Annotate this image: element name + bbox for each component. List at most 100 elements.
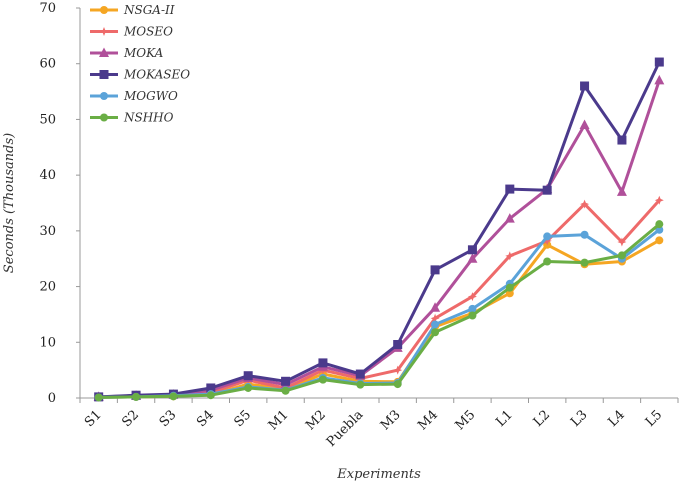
y-tick-label-60: 60 [39, 57, 56, 72]
x-tick-label-m4: M4 [415, 407, 441, 433]
point-moseo-m5 [467, 292, 477, 302]
legend-label-moka: MOKA [123, 46, 164, 60]
point-mokaseo-m3 [393, 340, 403, 350]
point-mogwo-m4 [431, 320, 440, 329]
x-tick-label-m3: M3 [378, 407, 404, 433]
x-tick-label-puebla: Puebla [324, 407, 367, 450]
point-nshho-m3 [393, 380, 402, 389]
x-tick-label-s2: S2 [119, 407, 142, 430]
point-nshho-l4 [617, 251, 626, 260]
point-nshho-m5 [468, 311, 477, 320]
point-moka-m4 [430, 302, 441, 312]
legend-item-nshho: NSHHO [90, 111, 174, 125]
point-moseo-l4 [617, 237, 627, 247]
point-mokaseo-l2 [542, 185, 552, 195]
series-moseo [94, 195, 664, 402]
legend-swatch-marker-nshho [100, 113, 108, 122]
y-tick-label-0: 0 [48, 391, 56, 406]
legend-label-mokaseo: MOKASEO [123, 68, 190, 82]
x-tick-label-s1: S1 [82, 407, 105, 430]
point-mokaseo-l4 [617, 135, 627, 145]
point-moseo-l5 [654, 195, 664, 205]
y-tick-label-10: 10 [39, 335, 56, 350]
series-layer [93, 57, 665, 402]
point-nshho-l3 [580, 258, 589, 267]
point-moseo-l3 [580, 199, 590, 209]
point-mokaseo-l3 [580, 81, 590, 91]
point-mokaseo-s4 [206, 383, 216, 393]
legend-item-mokaseo: MOKASEO [90, 68, 190, 82]
point-mokaseo-m5 [467, 245, 477, 255]
point-moka-l4 [616, 186, 627, 196]
series-line-moka [98, 79, 661, 399]
legend-label-nsga-ii: NSGA-II [123, 3, 175, 17]
point-moka-l3 [579, 119, 590, 129]
point-mogwo-l2 [543, 232, 552, 241]
point-moseo-m3 [393, 365, 403, 375]
point-moseo-l2 [542, 236, 552, 246]
legend-label-mogwo: MOGWO [123, 89, 178, 103]
x-tick-label-m5: M5 [453, 407, 479, 433]
point-nshho-s5 [244, 383, 253, 392]
point-mokaseo-puebla [355, 369, 365, 379]
legend-item-moka: MOKA [90, 46, 164, 60]
series-line-mokaseo [98, 61, 661, 399]
legend-item-mogwo: MOGWO [90, 89, 178, 103]
point-nshho-m4 [431, 328, 440, 337]
x-tick-label-l1: L1 [493, 407, 516, 430]
x-tick-label-l2: L2 [531, 407, 554, 430]
point-moseo-m4 [430, 313, 440, 323]
point-mogwo-l3 [580, 230, 589, 239]
series-mokaseo [94, 57, 664, 402]
point-mokaseo-l5 [654, 57, 664, 67]
point-moka-l5 [654, 74, 665, 85]
x-tick-label-s4: S4 [194, 407, 217, 430]
legend-label-moseo: MOSEO [123, 25, 173, 39]
point-nshho-s3 [169, 392, 178, 401]
point-nshho-s4 [206, 391, 215, 400]
point-nshho-s1 [94, 393, 103, 402]
point-mokaseo-m1 [281, 376, 291, 386]
series-line-mogwo [98, 228, 661, 399]
point-mogwo-m5 [468, 304, 477, 313]
point-nshho-l2 [543, 257, 552, 266]
point-moka-l1 [504, 213, 515, 223]
point-nshho-m1 [281, 386, 290, 395]
legend-label-nshho: NSHHO [123, 111, 174, 125]
point-moka-m5 [467, 253, 478, 263]
legend-swatch-marker-moka [99, 47, 109, 57]
y-tick-label-20: 20 [39, 280, 56, 295]
x-axis-title: Experiments [336, 467, 421, 482]
y-tick-label-50: 50 [39, 112, 56, 127]
series-moka [93, 74, 665, 401]
legend-swatch-marker-mokaseo [99, 70, 109, 79]
legend: NSGA-II MOSEO MOKA MOKASEO MOGWO NSHHO [90, 3, 190, 125]
x-tick-label-s5: S5 [231, 407, 254, 430]
x-tick-label-m1: M1 [266, 407, 292, 433]
series-line-nshho [98, 223, 661, 399]
point-moseo-l1 [505, 251, 515, 261]
point-nshho-l1 [505, 283, 514, 292]
point-mokaseo-m2 [318, 358, 328, 368]
x-tick-label-m2: M2 [303, 407, 329, 433]
point-nshho-puebla [356, 380, 365, 389]
series-line-moseo [98, 199, 661, 399]
legend-swatch-marker-nsga-ii [100, 6, 108, 14]
x-tick-label-s3: S3 [157, 407, 180, 430]
point-nsga-ii-l1 [505, 289, 514, 298]
point-mokaseo-l1 [505, 184, 515, 194]
point-nshho-m2 [318, 375, 327, 384]
point-mokaseo-m4 [430, 265, 440, 275]
x-tick-label-l4: L4 [605, 407, 628, 430]
y-axis-title: Seconds (Thousands) [2, 133, 17, 273]
y-tick-label-30: 30 [39, 224, 56, 239]
point-nshho-s2 [132, 392, 141, 401]
point-nshho-l5 [655, 220, 664, 229]
x-tick-label-l3: L3 [568, 407, 591, 430]
legend-item-nsga-ii: NSGA-II [90, 3, 175, 17]
series-nshho [94, 220, 664, 402]
x-tick-label-l5: L5 [643, 407, 666, 430]
y-tick-label-70: 70 [39, 1, 56, 16]
legend-swatch-marker-mogwo [100, 92, 108, 100]
